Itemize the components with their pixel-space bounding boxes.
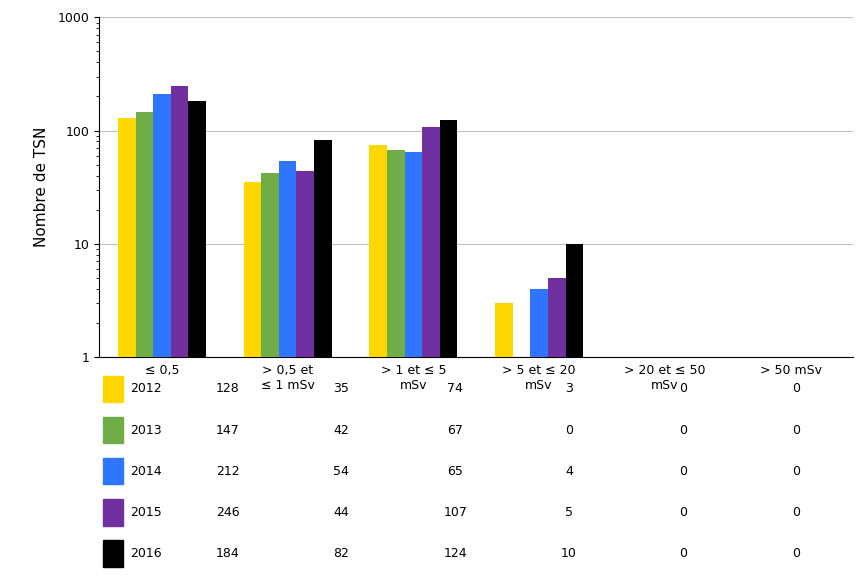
Y-axis label: Nombre de TSN: Nombre de TSN xyxy=(34,127,49,247)
Bar xyxy=(279,161,296,580)
Text: 54: 54 xyxy=(333,465,349,478)
Text: 2012: 2012 xyxy=(131,382,162,396)
Text: 0: 0 xyxy=(678,547,686,560)
Bar xyxy=(103,499,123,525)
Text: 246: 246 xyxy=(215,506,239,519)
Text: 0: 0 xyxy=(791,465,800,478)
Text: 0: 0 xyxy=(791,506,800,519)
Bar xyxy=(103,417,123,443)
Bar xyxy=(313,140,331,580)
Text: 0: 0 xyxy=(791,382,800,396)
Bar xyxy=(103,458,123,484)
Bar xyxy=(530,289,548,580)
Bar xyxy=(369,145,387,580)
Text: 35: 35 xyxy=(333,382,349,396)
Text: 0: 0 xyxy=(678,506,686,519)
Bar xyxy=(244,182,261,580)
Text: 147: 147 xyxy=(215,423,239,437)
Text: 42: 42 xyxy=(333,423,349,437)
Bar xyxy=(387,150,404,580)
Bar xyxy=(422,127,439,580)
Text: 82: 82 xyxy=(333,547,349,560)
Text: 4: 4 xyxy=(564,465,573,478)
Text: 65: 65 xyxy=(447,465,462,478)
Bar xyxy=(135,111,153,580)
Text: 5: 5 xyxy=(564,506,573,519)
Bar xyxy=(261,173,279,580)
Bar xyxy=(548,278,565,580)
Text: 74: 74 xyxy=(447,382,462,396)
Bar xyxy=(153,93,170,580)
Text: 10: 10 xyxy=(561,547,576,560)
Text: 0: 0 xyxy=(678,382,686,396)
Bar xyxy=(103,376,123,402)
Text: 128: 128 xyxy=(215,382,239,396)
Bar xyxy=(404,151,422,580)
Text: 124: 124 xyxy=(443,547,467,560)
Bar xyxy=(296,171,313,580)
Text: 0: 0 xyxy=(564,423,573,437)
Text: 0: 0 xyxy=(791,423,800,437)
Bar xyxy=(439,120,457,580)
Text: 3: 3 xyxy=(564,382,573,396)
Bar xyxy=(103,541,123,567)
Bar xyxy=(565,244,582,580)
Text: 67: 67 xyxy=(447,423,462,437)
Text: 2015: 2015 xyxy=(130,506,162,519)
Text: 0: 0 xyxy=(791,547,800,560)
Text: 107: 107 xyxy=(443,506,467,519)
Text: 184: 184 xyxy=(215,547,239,560)
Text: 0: 0 xyxy=(678,465,686,478)
Text: 2016: 2016 xyxy=(131,547,162,560)
Text: 44: 44 xyxy=(333,506,349,519)
Bar xyxy=(189,100,206,580)
Bar xyxy=(494,303,512,580)
Bar xyxy=(118,118,135,580)
Text: 2013: 2013 xyxy=(131,423,162,437)
Text: 2014: 2014 xyxy=(131,465,162,478)
Text: 212: 212 xyxy=(215,465,239,478)
Bar xyxy=(170,86,189,580)
Text: 0: 0 xyxy=(678,423,686,437)
